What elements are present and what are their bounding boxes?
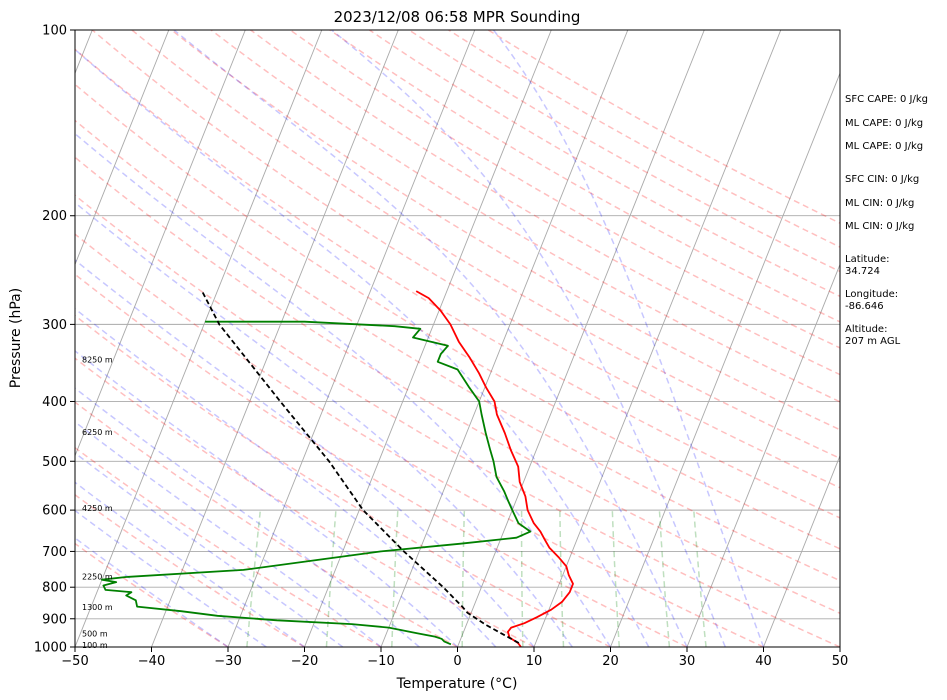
isotherm-line — [227, 30, 476, 647]
x-tick-label: 40 — [755, 654, 772, 669]
dry-adiabat — [131, 30, 840, 460]
sounding-info-text: 34.724 — [845, 266, 880, 277]
sounding-info-text: ML CIN: 0 J/kg — [845, 198, 914, 209]
moist-adiabat — [492, 30, 765, 647]
dry-adiabat — [75, 48, 840, 519]
parcel-profile — [201, 290, 520, 644]
y-tick-label: 100 — [42, 24, 67, 39]
dry-adiabat — [408, 30, 840, 273]
isotherm-line — [457, 30, 705, 647]
height-label: 100 m — [82, 641, 108, 650]
moist-adiabat — [331, 30, 726, 647]
x-tick-label: −40 — [138, 654, 165, 669]
moist-adiabat — [75, 48, 650, 647]
dry-adiabat — [75, 83, 840, 550]
y-axis-label: Pressure (hPa) — [8, 288, 24, 388]
sounding-info-text: 207 m AGL — [845, 336, 901, 347]
dry-adiabat — [75, 493, 305, 647]
sounding-info-text: -86.646 — [845, 301, 884, 312]
isotherm-line — [380, 30, 629, 647]
dry-adiabat — [368, 30, 840, 298]
height-label: 8250 m — [82, 355, 113, 364]
moist-adiabat — [173, 30, 688, 647]
y-axis: 1000 900 800 700 600 500 400 300 200 100 — [34, 24, 75, 656]
temperature-profile — [415, 290, 574, 647]
x-tick-label: −20 — [291, 654, 318, 669]
moist-adiabat — [75, 307, 497, 647]
isotherm-line — [304, 30, 552, 647]
dry-adiabat — [329, 30, 840, 323]
sounding-info-text: ML CIN: 0 J/kg — [845, 221, 914, 232]
moist-adiabat — [75, 259, 535, 647]
sounding-info-text: ML CAPE: 0 J/kg — [845, 141, 923, 152]
height-labels: 100 m 500 m 1300 m 2250 m 4250 m 6250 m 8250 m — [82, 355, 113, 650]
isotherm-line — [75, 30, 246, 457]
sounding-info-text: SFC CIN: 0 J/kg — [845, 174, 919, 185]
y-tick-label: 400 — [42, 395, 67, 410]
y-tick-label: 1000 — [34, 641, 67, 656]
dry-adiabat — [75, 314, 611, 647]
dry-adiabat — [487, 30, 840, 224]
isotherm-line — [763, 454, 840, 647]
y-tick-label: 200 — [42, 209, 67, 224]
height-label: 500 m — [82, 630, 108, 639]
isotherm-line — [686, 263, 840, 647]
height-label: 6250 m — [82, 428, 113, 437]
sounding-info-text: Altitude: — [845, 324, 887, 335]
dry-adiabat — [75, 357, 535, 647]
y-tick-label: 300 — [42, 318, 67, 333]
moist-adiabat — [75, 201, 573, 647]
isotherm-line — [151, 30, 399, 647]
height-label: 2250 m — [82, 573, 113, 582]
mixing-ratio-line — [658, 510, 671, 647]
dry-adiabat — [289, 30, 840, 349]
dewpoint-profile — [101, 320, 532, 646]
dry-adiabat — [75, 401, 458, 647]
mixing-ratio-line — [693, 510, 707, 647]
dry-adiabat — [91, 30, 840, 489]
x-tick-label: 50 — [832, 654, 849, 669]
sounding-info-text: Latitude: — [845, 254, 890, 265]
x-tick-label: −10 — [367, 654, 394, 669]
moist-adiabat — [75, 420, 382, 647]
y-tick-label: 600 — [42, 504, 67, 519]
dry-adiabat — [75, 233, 764, 647]
y-tick-label: 900 — [42, 612, 67, 627]
mixing-ratio-line — [246, 510, 262, 647]
isotherm-line — [533, 30, 782, 647]
sounding-info-text: ML CAPE: 0 J/kg — [845, 118, 923, 129]
isotherm-line — [610, 72, 840, 647]
x-tick-label: 30 — [679, 654, 696, 669]
y-tick-label: 500 — [42, 455, 67, 470]
dry-adiabat — [210, 30, 840, 403]
isotherm-line — [75, 30, 323, 647]
plot-area — [75, 30, 840, 647]
dry-adiabat — [75, 119, 840, 582]
dry-adiabat — [75, 273, 688, 647]
x-tick-label: 10 — [526, 654, 543, 669]
chart-title: 2023/12/08 06:58 MPR Sounding — [334, 8, 581, 26]
dry-adiabat — [171, 30, 840, 431]
sounding-parameters: SFC CAPE: 0 J/kg ML CAPE: 0 J/kg ML CAPE: … — [845, 94, 928, 347]
x-tick-label: 0 — [453, 654, 461, 669]
height-label: 4250 m — [82, 504, 113, 513]
dry-adiabat — [448, 30, 840, 248]
x-axis: −50 −40 −30 −20 −10 0 10 20 30 40 50 — [61, 647, 848, 669]
y-tick-label: 800 — [42, 581, 67, 596]
y-tick-label: 700 — [42, 545, 67, 560]
dry-adiabat — [250, 30, 840, 376]
x-tick-label: 20 — [602, 654, 619, 669]
moist-adiabat — [75, 132, 612, 647]
sounding-info-text: Longitude: — [845, 289, 898, 300]
sounding-info-text: SFC CAPE: 0 J/kg — [845, 94, 928, 105]
isotherm-line — [75, 30, 170, 266]
x-axis-label: Temperature (°C) — [396, 676, 518, 692]
x-tick-label: −30 — [214, 654, 241, 669]
dry-adiabat — [75, 542, 229, 647]
x-tick-label: −50 — [61, 654, 88, 669]
height-label: 1300 m — [82, 603, 113, 612]
